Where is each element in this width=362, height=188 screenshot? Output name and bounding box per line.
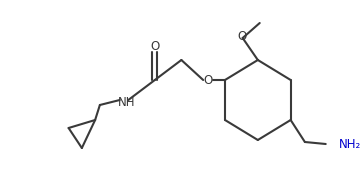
Text: O: O	[203, 74, 212, 86]
Text: NH: NH	[118, 96, 135, 109]
Text: O: O	[237, 30, 246, 43]
Text: O: O	[150, 39, 160, 52]
Text: NH₂: NH₂	[339, 137, 361, 151]
